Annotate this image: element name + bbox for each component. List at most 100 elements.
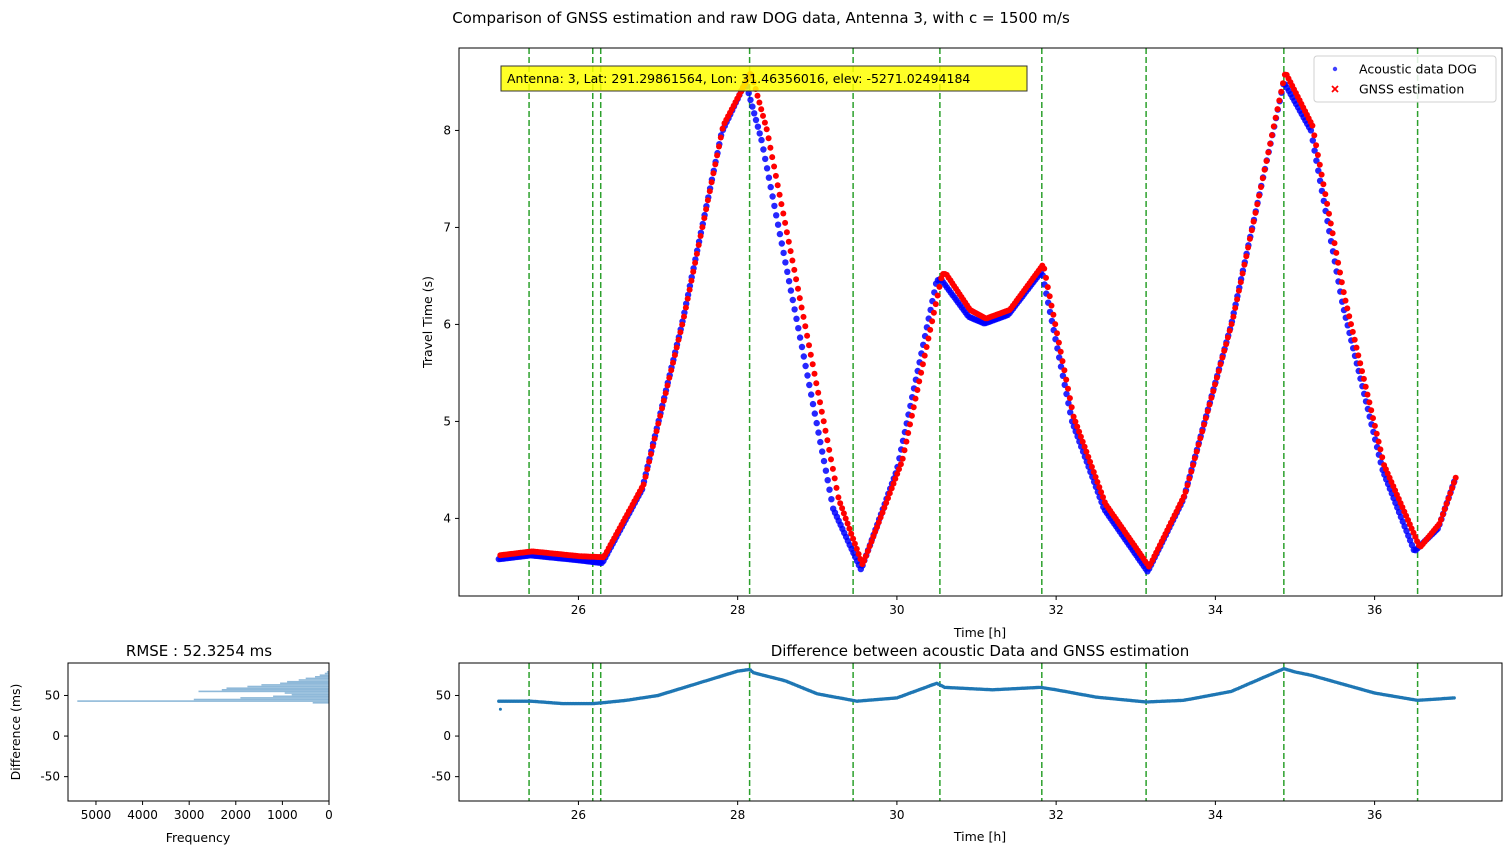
acoustic-point <box>1067 409 1074 416</box>
acoustic-point <box>787 287 795 294</box>
gnss-point <box>675 336 682 343</box>
gnss-point <box>1239 270 1246 277</box>
gnss-point <box>1311 132 1318 139</box>
gnss-point <box>1357 360 1364 367</box>
acoustic-point <box>804 372 811 379</box>
gnss-point <box>1366 399 1373 406</box>
main-xtick-label: 36 <box>1367 603 1382 617</box>
gnss-point <box>912 395 919 402</box>
gnss-point <box>662 390 669 397</box>
gnss-point <box>890 480 897 487</box>
gnss-point <box>901 447 908 454</box>
annotation-background <box>500 65 1028 92</box>
gnss-point <box>1265 149 1272 156</box>
histogram-xtick-label: 1000 <box>267 808 298 822</box>
gnss-point <box>855 551 862 557</box>
acoustic-point <box>820 457 828 465</box>
difference-xtick-label: 34 <box>1208 808 1223 822</box>
gnss-point <box>1046 293 1053 300</box>
acoustic-point <box>771 202 778 210</box>
gnss-point <box>776 191 783 198</box>
gnss-point <box>1441 506 1448 513</box>
gnss-point <box>1226 327 1233 334</box>
gnss-point <box>826 446 833 453</box>
gnss-point <box>1195 441 1202 448</box>
gnss-point <box>1353 344 1360 351</box>
gnss-point <box>1449 485 1456 492</box>
gnss-point <box>798 304 805 311</box>
gnss-point <box>684 295 691 302</box>
gnss-point <box>782 219 789 226</box>
gnss-point <box>824 437 831 444</box>
acoustic-point <box>802 362 809 370</box>
gnss-point <box>1083 448 1090 455</box>
acoustic-point <box>800 353 807 360</box>
gnss-point <box>807 351 814 358</box>
gnss-point <box>929 318 936 325</box>
gnss-point <box>1048 302 1055 309</box>
gnss-point <box>813 380 820 387</box>
acoustic-point <box>798 343 806 351</box>
gnss-point <box>829 465 836 472</box>
gnss-point <box>888 485 895 492</box>
gnss-point <box>1070 413 1077 420</box>
gnss-point <box>655 420 662 427</box>
histogram-bar <box>198 690 329 693</box>
gnss-point <box>780 210 787 217</box>
gnss-point <box>1054 330 1060 337</box>
difference-point <box>498 707 502 711</box>
gnss-point <box>1050 311 1057 318</box>
gnss-point <box>1063 376 1070 383</box>
gnss-point <box>1074 423 1081 430</box>
gnss-point <box>932 301 939 308</box>
acoustic-point <box>758 136 765 144</box>
acoustic-point <box>824 477 831 484</box>
acoustic-point <box>811 410 818 417</box>
gnss-point <box>791 266 798 273</box>
gnss-point <box>820 418 827 425</box>
gnss-point <box>1263 158 1270 164</box>
gnss-point <box>897 461 904 468</box>
gnss-point <box>1243 253 1250 260</box>
gnss-point <box>866 543 873 550</box>
histogram-chart: RMSE : 52.3254 ms 5000 4000 3000 2000 1000 0 -… <box>8 642 333 845</box>
gnss-point <box>1079 438 1086 445</box>
gnss-point <box>822 427 829 434</box>
gnss-point <box>800 313 807 320</box>
main-xtick-label: 32 <box>1048 603 1063 617</box>
gnss-point <box>877 514 884 521</box>
gnss-point <box>1276 97 1283 104</box>
gnss-point <box>688 277 695 284</box>
acoustic-point <box>769 193 776 200</box>
gnss-point <box>1320 181 1327 188</box>
gnss-point <box>1371 422 1378 429</box>
gnss-point <box>1322 191 1329 198</box>
gnss-point <box>861 557 868 564</box>
acoustic-point <box>822 467 830 474</box>
gnss-point <box>1186 475 1193 482</box>
acoustic-point <box>773 212 780 219</box>
histogram-bar <box>305 677 329 680</box>
difference-points <box>497 667 1456 711</box>
gnss-point <box>714 152 721 159</box>
gnss-point <box>1280 80 1286 87</box>
gnss-point <box>716 143 722 150</box>
histogram-xtick-label: 4000 <box>127 808 158 822</box>
gnss-point <box>771 163 778 170</box>
gnss-point <box>1335 259 1342 266</box>
histogram-bar <box>319 674 329 676</box>
gnss-point <box>1452 474 1459 481</box>
gnss-point <box>1331 240 1338 247</box>
histogram-ticks: 5000 4000 3000 2000 1000 0 -50 0 50 <box>40 688 332 822</box>
histogram-ytick-label: 0 <box>52 729 60 743</box>
main-ytick-label: 5 <box>443 414 451 428</box>
gnss-point <box>1087 458 1094 465</box>
gnss-point <box>840 510 847 517</box>
gnss-point <box>868 538 875 545</box>
gnss-point <box>1188 468 1195 475</box>
gnss-point <box>648 451 654 457</box>
acoustic-point <box>1309 137 1317 144</box>
gnss-point <box>1373 430 1380 437</box>
gnss-point <box>754 92 761 99</box>
